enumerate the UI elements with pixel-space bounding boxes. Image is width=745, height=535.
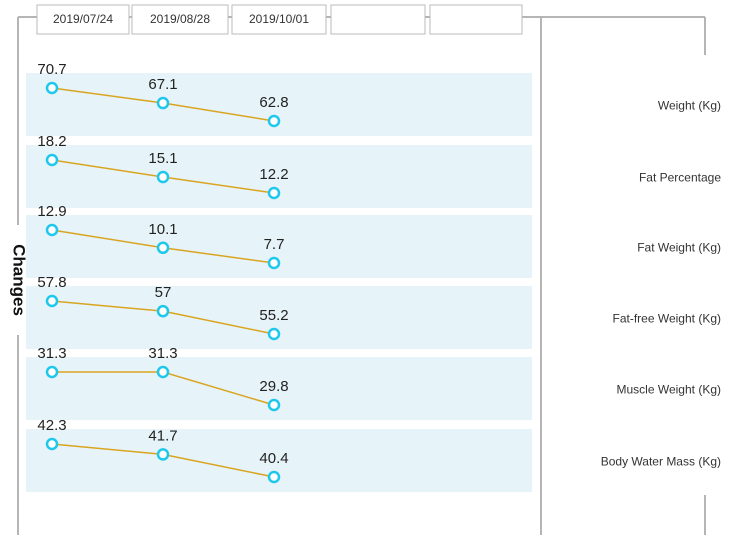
data-point (45, 365, 59, 379)
empty-date-tab[interactable] (330, 4, 426, 35)
row-label: Fat Percentage (639, 171, 721, 185)
data-point (267, 114, 281, 128)
value-label: 31.3 (148, 345, 177, 362)
value-label: 12.9 (37, 203, 66, 220)
data-point (267, 186, 281, 200)
empty-date-tab[interactable] (429, 4, 523, 35)
value-label: 67.1 (148, 76, 177, 93)
row-label: Fat Weight (Kg) (637, 241, 721, 255)
value-label: 7.7 (264, 236, 285, 253)
data-point (267, 256, 281, 270)
value-label: 12.2 (259, 166, 288, 183)
row-label: Muscle Weight (Kg) (617, 383, 721, 397)
row-band (26, 286, 532, 349)
value-label: 31.3 (37, 345, 66, 362)
data-point (156, 96, 170, 110)
data-point (156, 241, 170, 255)
value-label: 41.7 (148, 427, 177, 444)
data-point (156, 448, 170, 461)
value-label: 18.2 (37, 133, 66, 150)
value-label: 29.8 (259, 378, 288, 395)
data-point (267, 327, 281, 341)
row-band (26, 73, 532, 136)
row-band (26, 429, 532, 492)
data-point (267, 470, 281, 484)
row-band (26, 145, 532, 208)
data-point (45, 294, 59, 308)
row-label: Weight (Kg) (658, 99, 721, 113)
value-label: 40.4 (259, 450, 288, 467)
data-point (156, 170, 170, 184)
row-band (26, 215, 532, 278)
date-tab[interactable] (131, 4, 229, 35)
data-point (45, 223, 59, 237)
data-point (45, 153, 59, 167)
date-tab[interactable] (231, 4, 327, 35)
value-label: 15.1 (148, 150, 177, 167)
date-label: 2019/07/24 (53, 12, 113, 26)
row-band (26, 357, 532, 420)
data-point (45, 81, 59, 95)
data-point (267, 398, 281, 412)
data-point (45, 437, 59, 451)
row-label: Fat-free Weight (Kg) (613, 312, 721, 326)
value-label: 70.7 (37, 61, 66, 78)
date-tabs (330, 4, 523, 35)
value-label: 57 (155, 284, 172, 301)
value-label: 10.1 (148, 221, 177, 238)
value-label: 57.8 (37, 274, 66, 291)
side-label: Changes (10, 244, 29, 316)
value-label: 42.3 (37, 417, 66, 434)
value-label: 55.2 (259, 307, 288, 324)
date-label: 2019/08/28 (150, 12, 210, 26)
value-label: 62.8 (259, 94, 288, 111)
data-point (156, 304, 170, 318)
row-label: Body Water Mass (Kg) (601, 455, 721, 469)
date-label: 2019/10/01 (249, 12, 309, 26)
data-point (156, 365, 170, 379)
date-tab[interactable] (36, 4, 130, 35)
